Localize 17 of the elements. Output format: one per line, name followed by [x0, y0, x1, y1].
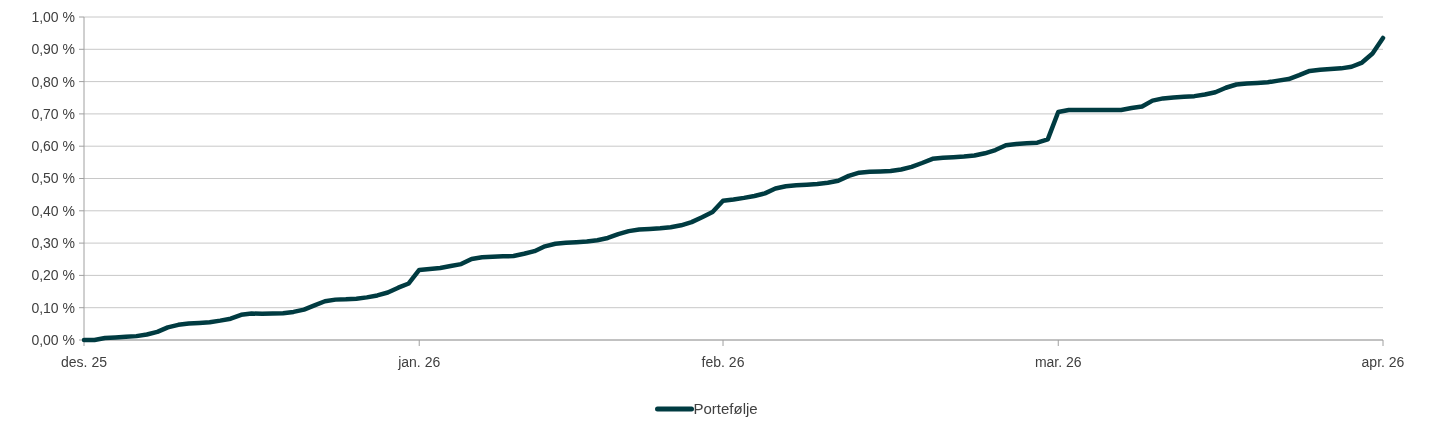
y-tick-label: 0,60 %: [31, 138, 75, 155]
y-tick-label: 0,50 %: [31, 170, 75, 187]
legend-label: Portefølje: [693, 400, 758, 418]
x-tick-label: jan. 26: [397, 354, 441, 370]
x-tick-label: des. 25: [61, 354, 108, 370]
y-tick-label: 0,90 %: [31, 41, 75, 58]
x-tick-label: apr. 26: [1361, 354, 1405, 370]
y-tick-label: 0,40 %: [31, 202, 75, 219]
x-tick-label: feb. 26: [701, 354, 745, 370]
x-tick-label: mar. 26: [1034, 354, 1082, 370]
y-tick-label: 0,10 %: [31, 299, 75, 316]
y-tick-label: 0,80 %: [31, 73, 75, 90]
y-tick-label: 0,20 %: [31, 267, 75, 284]
y-tick-label: 0,00 %: [31, 331, 75, 348]
y-tick-label: 0,70 %: [31, 105, 75, 122]
y-tick-label: 0,30 %: [31, 235, 75, 251]
y-tick-label: 1,00 %: [31, 8, 75, 25]
